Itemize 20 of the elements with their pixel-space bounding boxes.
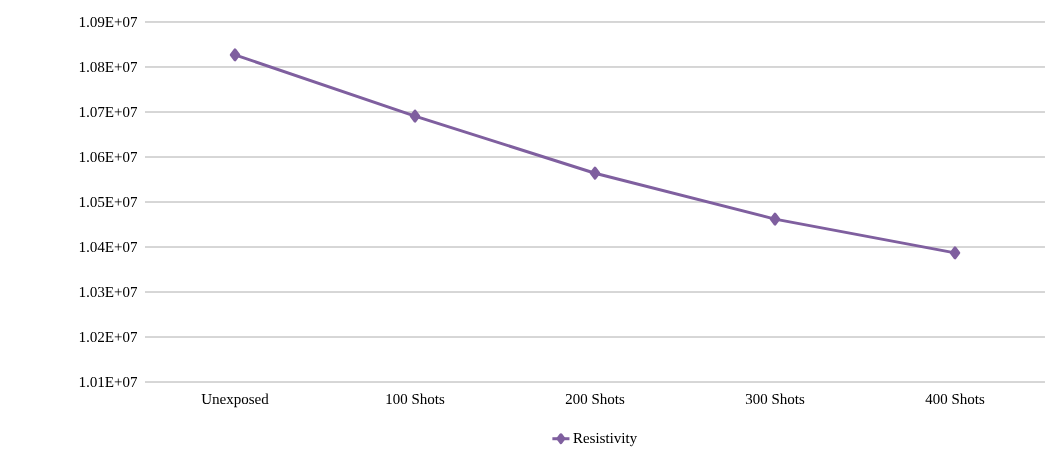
point	[229, 48, 241, 62]
y-tick-label: 1.01E+07	[79, 376, 138, 388]
point	[409, 109, 421, 123]
y-tick-label: 1.02E+07	[79, 331, 138, 343]
y-tick-label: 1.04E+07	[79, 241, 138, 253]
x-tick-label: 200 Shots	[565, 393, 625, 405]
y-tick-label: 1.05E+07	[79, 196, 138, 208]
point	[589, 166, 601, 180]
legend-label: Resistivity	[573, 433, 638, 447]
x-tick-label: Unexposed	[201, 393, 269, 408]
y-tick-label: 1.06E+07	[79, 151, 138, 163]
x-tick-label: 100 Shots	[386, 393, 445, 405]
x-tick-label: 400 Shots	[925, 393, 985, 405]
point	[769, 212, 781, 226]
point	[949, 246, 961, 260]
x-tick-label: 300 Shots	[745, 393, 805, 405]
y-tick-label: 1.07E+07	[79, 106, 138, 118]
y-tick-label: 1.09E+07	[79, 16, 138, 28]
y-tick-label: 1.03E+07	[79, 286, 138, 298]
y-tick-label: 1.08E+07	[79, 61, 138, 73]
